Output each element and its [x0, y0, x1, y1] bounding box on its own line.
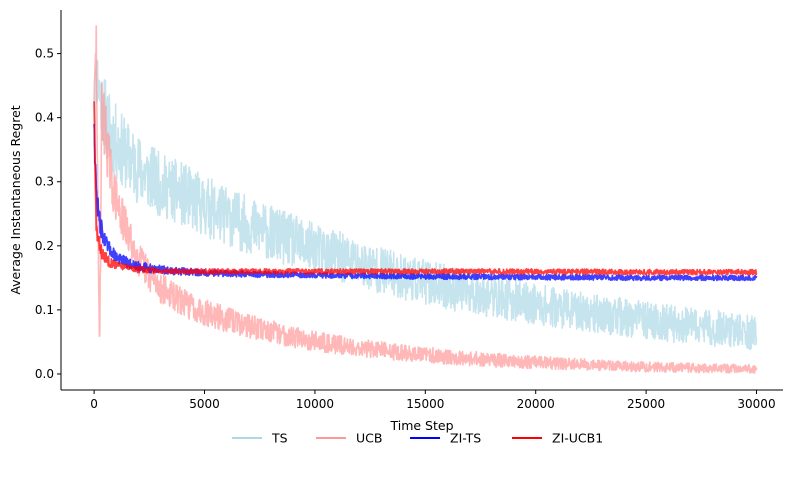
- x-tick-label: 10000: [296, 397, 334, 411]
- legend-label-ts: TS: [271, 431, 288, 446]
- x-tick-label: 5000: [189, 397, 220, 411]
- x-tick-label: 0: [90, 397, 98, 411]
- y-tick-label: 0.2: [35, 239, 54, 253]
- y-tick-label: 0.1: [35, 303, 54, 317]
- legend-label-ucb: UCB: [356, 431, 382, 446]
- x-tick-label: 15000: [406, 397, 444, 411]
- series-line-zi-ucb1: [93, 101, 758, 276]
- x-axis-label: Time Step: [389, 418, 453, 433]
- y-tick-label: 0.5: [35, 47, 54, 61]
- legend-label-zi-ucb1: ZI-UCB1: [552, 431, 603, 446]
- y-tick-label: 0.3: [35, 175, 54, 189]
- x-tick-label: 30000: [737, 397, 775, 411]
- legend-label-zi-ts: ZI-TS: [450, 431, 481, 446]
- series-line-ucb: [93, 25, 758, 374]
- x-tick-label: 20000: [517, 397, 555, 411]
- series-line-zi-ts: [93, 123, 758, 282]
- y-tick-label: 0.4: [35, 111, 54, 125]
- y-tick-label: 0.0: [35, 367, 54, 381]
- series-layer: [93, 25, 758, 374]
- x-ticks: 0 5000 10000 15000 20000 25000 30000: [90, 390, 776, 411]
- legend: TS UCB ZI-TS ZI-UCB1: [232, 431, 603, 446]
- y-axis-label: Average Instantaneous Regret: [8, 105, 23, 294]
- y-ticks: 0.0 0.1 0.2 0.3 0.4 0.5: [35, 47, 61, 381]
- axes: [60, 10, 783, 391]
- series-line-ts: [93, 59, 758, 351]
- x-tick-label: 25000: [627, 397, 665, 411]
